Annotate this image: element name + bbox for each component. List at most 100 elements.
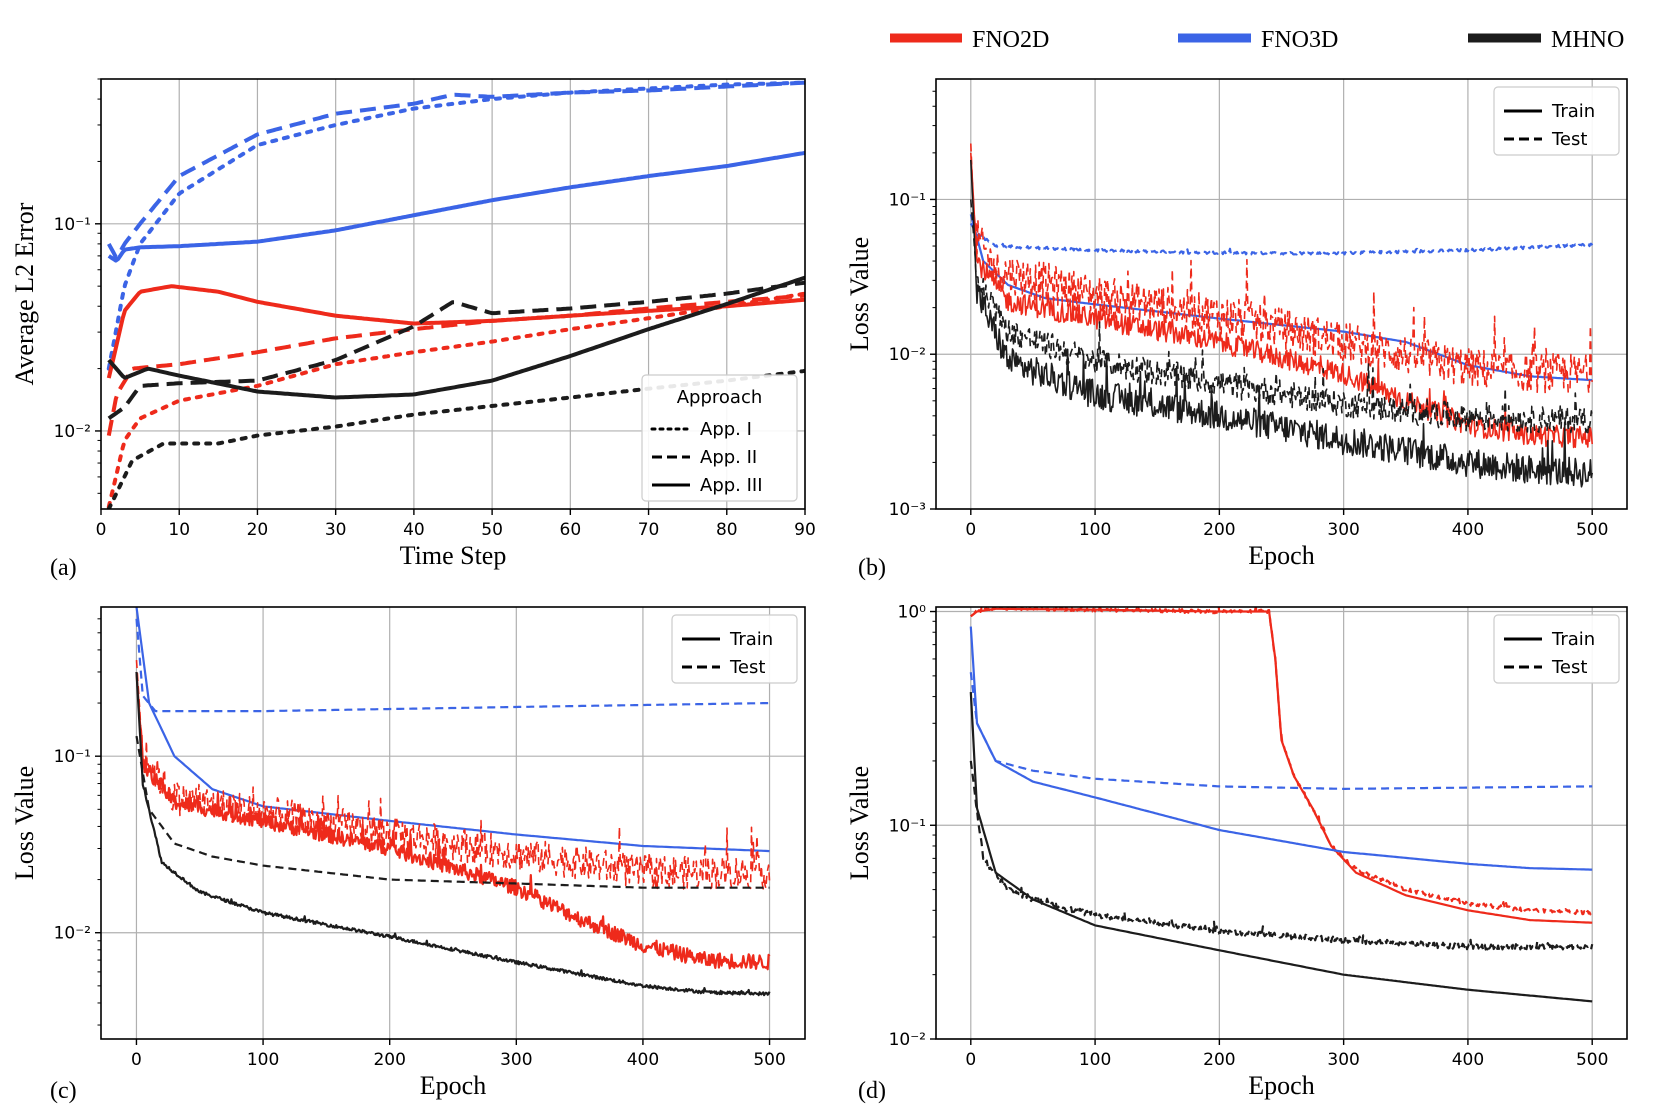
x-tick-label: 500 bbox=[1576, 520, 1608, 540]
panel-a-chart: 0 10 20 30 40 50 60 70 80 90 10⁻² 10⁻¹ Time Step Aver… bbox=[10, 78, 816, 581]
series-line-mhno-solid bbox=[135, 671, 771, 997]
x-tick-label: 60 bbox=[560, 520, 582, 540]
x-axis-label: Time Step bbox=[400, 541, 507, 570]
plot-frame bbox=[100, 606, 806, 1040]
top-legend: FNO2D FNO3D MHNO bbox=[890, 27, 1624, 53]
series-line-mhno-dashed bbox=[969, 760, 1594, 951]
x-axis-label: Epoch bbox=[1248, 541, 1314, 570]
plot-frame bbox=[935, 606, 1628, 1040]
y-axis-label: Average L2 Error bbox=[10, 202, 39, 385]
y-tick-label: 10⁻³ bbox=[889, 500, 926, 520]
series-line-fno3d-dashed bbox=[969, 222, 1594, 256]
series-line-fno3d-dashed bbox=[107, 80, 805, 259]
legend-label: Train bbox=[1551, 629, 1595, 650]
series-line-mhno-dashed bbox=[135, 735, 770, 889]
x-axis-label: Epoch bbox=[420, 1071, 486, 1100]
x-tick-label: 40 bbox=[403, 520, 425, 540]
series-line-fno2d-dotted bbox=[106, 291, 805, 509]
series-line-fno2d-solid bbox=[135, 671, 771, 971]
x-tick-label: 500 bbox=[753, 1050, 785, 1070]
x-tick-label: 0 bbox=[965, 1050, 976, 1070]
legend: Train Test bbox=[1493, 86, 1620, 156]
x-tick-label: 300 bbox=[1327, 520, 1359, 540]
series-line-mhno-dashed bbox=[970, 199, 1593, 434]
x-tick-label: 20 bbox=[247, 520, 269, 540]
legend-label: Test bbox=[1551, 129, 1587, 150]
top-legend-label-fno3d: FNO3D bbox=[1261, 27, 1338, 53]
x-tick-label: 0 bbox=[965, 520, 976, 540]
panel-c-chart: 0 100 200 300 400 500 10⁻² 10⁻¹ Epoch Loss Value (… bbox=[10, 606, 806, 1104]
legend-label: App. III bbox=[700, 475, 763, 496]
legend-label: Train bbox=[1551, 101, 1595, 122]
y-tick-label: 10⁻¹ bbox=[889, 816, 926, 836]
series-group bbox=[135, 607, 771, 997]
series-group bbox=[106, 80, 805, 509]
y-tick-label: 10⁰ bbox=[898, 603, 927, 623]
y-tick-label: 10⁻² bbox=[889, 345, 926, 365]
series-line-fno3d-dashed bbox=[135, 618, 770, 713]
x-tick-label: 80 bbox=[716, 520, 738, 540]
panel-b-chart: 0 100 200 300 400 500 10⁻³ 10⁻² 10⁻¹ Epoch Loss Va… bbox=[845, 78, 1628, 581]
x-tick-label: 300 bbox=[1327, 1050, 1359, 1070]
top-legend-label-fno2d: FNO2D bbox=[972, 27, 1049, 53]
plot-frame bbox=[100, 78, 806, 510]
y-axis-label: Loss Value bbox=[10, 766, 39, 880]
legend-title: Approach bbox=[677, 387, 763, 408]
y-axis-label: Loss Value bbox=[845, 237, 874, 351]
x-tick-label: 400 bbox=[627, 1050, 659, 1070]
legend-label: Train bbox=[729, 629, 773, 650]
x-tick-label: 300 bbox=[500, 1050, 532, 1070]
legend: Train Test bbox=[1493, 614, 1620, 684]
series-line-mhno-solid bbox=[969, 692, 1593, 1003]
series-line-fno2d-dashed bbox=[106, 293, 805, 436]
series-line-mhno-dashed bbox=[107, 280, 805, 421]
series-line-mhno-dotted bbox=[106, 368, 805, 509]
x-tick-label: 100 bbox=[1079, 1050, 1111, 1070]
x-tick-label: 90 bbox=[794, 520, 816, 540]
series-line-fno3d-solid bbox=[969, 626, 1593, 871]
x-tick-label: 100 bbox=[1079, 520, 1111, 540]
x-tick-label: 400 bbox=[1452, 1050, 1484, 1070]
x-tick-label: 30 bbox=[325, 520, 347, 540]
legend-label: Test bbox=[1551, 657, 1587, 678]
x-tick-label: 70 bbox=[638, 520, 660, 540]
panel-label: (a) bbox=[50, 555, 77, 581]
legend-label: Test bbox=[729, 657, 765, 678]
y-tick-label: 10⁻² bbox=[54, 422, 91, 442]
x-tick-label: 200 bbox=[373, 1050, 405, 1070]
panel-label: (c) bbox=[50, 1078, 77, 1104]
x-tick-label: 400 bbox=[1452, 520, 1484, 540]
series-line-fno2d-dashed bbox=[970, 607, 1593, 916]
series-group bbox=[969, 607, 1594, 1003]
x-tick-label: 500 bbox=[1576, 1050, 1608, 1070]
legend: Approach App. I App. II App. III bbox=[641, 374, 798, 502]
series-group bbox=[969, 143, 1594, 488]
x-tick-label: 200 bbox=[1203, 520, 1235, 540]
plot-frame bbox=[935, 78, 1628, 510]
y-tick-label: 10⁻¹ bbox=[54, 215, 91, 235]
x-tick-label: 50 bbox=[481, 520, 503, 540]
y-tick-label: 10⁻¹ bbox=[889, 190, 926, 210]
series-line-fno3d-solid bbox=[135, 607, 770, 853]
y-axis-label: Loss Value bbox=[845, 766, 874, 880]
series-line-mhno-solid bbox=[970, 159, 1593, 488]
series-line-mhno-solid bbox=[107, 275, 805, 400]
panel-label: (b) bbox=[858, 555, 886, 581]
y-tick-label: 10⁻¹ bbox=[54, 747, 91, 767]
y-tick-label: 10⁻² bbox=[889, 1030, 926, 1050]
x-tick-label: 100 bbox=[247, 1050, 279, 1070]
legend-label: App. II bbox=[700, 447, 757, 468]
series-line-fno2d-solid bbox=[106, 284, 805, 379]
series-line-fno3d-dotted bbox=[106, 80, 805, 371]
x-tick-label: 10 bbox=[168, 520, 190, 540]
series-line-fno2d-dashed bbox=[135, 660, 771, 890]
panel-label: (d) bbox=[858, 1078, 886, 1104]
legend: Train Test bbox=[671, 614, 798, 684]
legend-label: App. I bbox=[700, 419, 752, 440]
series-line-fno3d-solid bbox=[969, 214, 1593, 382]
y-tick-label: 10⁻² bbox=[54, 924, 91, 944]
top-legend-label-mhno: MHNO bbox=[1551, 27, 1624, 53]
x-tick-label: 200 bbox=[1203, 1050, 1235, 1070]
panel-d-chart: 0 100 200 300 400 500 10⁻² 10⁻¹ 10⁰ Epoch Loss Val… bbox=[845, 603, 1628, 1104]
